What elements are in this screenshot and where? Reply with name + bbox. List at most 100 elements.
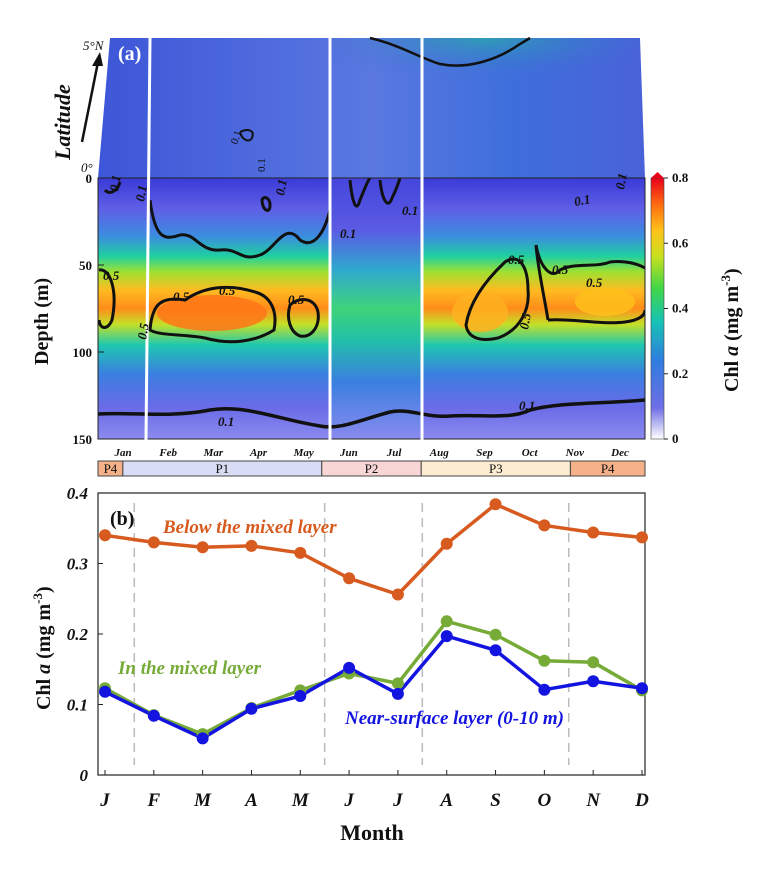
series-label-mixed: In the mixed layer — [117, 658, 262, 679]
y-tick-label: 0.3 — [67, 555, 89, 574]
latitude-tick-5n: 5°N — [83, 38, 105, 53]
data-point — [99, 529, 111, 542]
x-tick-label: A — [244, 790, 258, 811]
contour-label: 0.1 — [402, 203, 418, 218]
month-label: Mar — [203, 447, 224, 459]
month-label: Aug — [429, 447, 449, 459]
series-line — [104, 634, 643, 741]
contour-label: 0.1 — [573, 191, 592, 209]
contour-label: 0.1 — [218, 414, 234, 429]
contour-label: 0.1 — [132, 184, 150, 203]
month-label: Oct — [522, 447, 539, 459]
data-point — [440, 615, 453, 628]
depth-heatmap — [98, 178, 645, 439]
latitude-surface-strip: 0.1 0.1 — [98, 36, 645, 178]
depth-tick-label: 150 — [73, 432, 93, 447]
data-point — [196, 541, 209, 554]
data-point — [538, 683, 551, 696]
colorbar-ticks: 0 0.2 0.4 0.6 0.8 — [664, 170, 689, 446]
series-line — [104, 619, 643, 736]
month-label: Dec — [610, 447, 629, 459]
x-tick-label: M — [291, 790, 310, 811]
month-labels-a: Jan Feb Mar Apr May Jun Jul Aug Sep Oct Nov Dec — [113, 447, 629, 459]
latitude-arrow — [80, 52, 103, 143]
data-point — [587, 675, 600, 688]
colorbar-tick-label: 0 — [672, 431, 679, 446]
data-point — [538, 654, 551, 667]
contour-label: 0.5 — [586, 275, 603, 290]
x-tick-label: J — [99, 790, 110, 811]
series-b — [99, 498, 648, 745]
data-point — [245, 702, 258, 715]
data-point — [391, 687, 404, 700]
chl-maximum-core — [575, 288, 635, 316]
month-label: Jun — [339, 447, 358, 459]
series-label-below: Below the mixed layer — [162, 517, 337, 538]
data-point — [196, 732, 209, 745]
x-tick-label: O — [537, 790, 551, 811]
contour-label: 0.5 — [552, 262, 569, 277]
data-point — [391, 588, 404, 601]
panel-label-b: (b) — [110, 508, 134, 530]
depth-axis: 0 50 100 150 — [73, 171, 104, 447]
month-label: May — [293, 447, 314, 459]
contour-label: 0.5 — [508, 252, 525, 267]
data-point — [587, 526, 600, 539]
y-tick-label: 0.1 — [67, 696, 88, 715]
panel-label-a: (a) — [118, 43, 141, 65]
latitude-axis-label: Latitude — [50, 84, 75, 161]
data-point — [489, 644, 502, 657]
x-axis-label-b: Month — [340, 820, 404, 845]
data-point — [538, 519, 551, 532]
x-tick-label: N — [585, 790, 601, 811]
latitude-tick-0: 0° — [81, 160, 93, 175]
x-tick-label: J — [392, 790, 403, 811]
month-label: Nov — [565, 447, 584, 459]
surface-contour-label: 0.1 — [256, 158, 268, 172]
depth-tick-label: 0 — [86, 171, 93, 186]
data-point — [343, 661, 356, 674]
series-line — [104, 502, 643, 597]
period-label: P4 — [601, 461, 615, 476]
period-label: P2 — [365, 461, 379, 476]
period-label: P1 — [215, 461, 229, 476]
contour-label: 0.5 — [288, 292, 305, 307]
x-tick-label: J — [343, 790, 354, 811]
contour-label: 0.1 — [272, 178, 290, 197]
data-point — [587, 656, 600, 669]
contour-label: 0.5 — [516, 311, 534, 330]
month-label: Sep — [476, 447, 493, 459]
contour-label: 0.5 — [134, 321, 152, 340]
depth-axis-label: Depth (m) — [31, 278, 53, 365]
surface-contour-blob — [239, 129, 254, 142]
month-label: Jan — [113, 447, 131, 459]
data-point — [99, 685, 111, 698]
surface-contour-line — [369, 36, 531, 67]
chl-maximum-core — [157, 295, 267, 331]
y-tick-label: 0 — [80, 766, 89, 785]
axes-b: 0 0.1 0.2 0.3 0.4 J F M A M J J A S O N D — [67, 484, 649, 811]
y-axis-label-b: Chl a (mg m-3) — [30, 586, 55, 710]
x-tick-label: D — [634, 790, 649, 811]
x-tick-label: M — [193, 790, 212, 811]
period-dividers-b — [133, 503, 570, 765]
x-tick-label: F — [146, 790, 160, 811]
x-tick-label: A — [439, 790, 453, 811]
data-point — [489, 498, 502, 511]
data-point — [489, 628, 502, 641]
data-point — [147, 709, 160, 722]
colorbar-arrow — [651, 172, 664, 178]
data-point — [294, 546, 307, 559]
data-point — [440, 537, 453, 550]
data-point — [294, 690, 307, 703]
data-point — [440, 630, 453, 643]
colorbar-label: Chl a (mg m-3) — [718, 268, 743, 392]
depth-tick-label: 100 — [73, 345, 93, 360]
data-point — [147, 536, 160, 549]
colorbar-tick-label: 0.8 — [672, 170, 689, 185]
contour-label: 0.5 — [219, 283, 236, 298]
x-tick-label: S — [490, 790, 501, 811]
contour-label: 0.1 — [519, 398, 535, 413]
surface-contour-label: 0.1 — [229, 129, 245, 146]
colorbar-tick-label: 0.2 — [672, 366, 688, 381]
